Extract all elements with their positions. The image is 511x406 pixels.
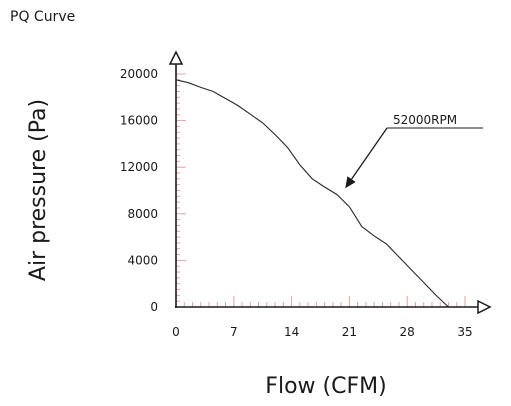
y-tick-label: 8000 — [127, 207, 158, 221]
annotation-layer: 52000RPM — [345, 113, 483, 189]
y-tick-label: 0 — [150, 300, 158, 314]
annotation-arrow-line — [351, 127, 388, 180]
y-tick-label: 20000 — [120, 67, 158, 81]
y-tick-label: 4000 — [127, 253, 158, 267]
x-tick-label: 7 — [230, 325, 238, 339]
x-axis-arrow-icon — [477, 299, 492, 315]
series-line — [175, 79, 449, 308]
minor-tick-marks — [176, 73, 466, 307]
x-axis-label: Flow (CFM) — [265, 374, 386, 399]
x-tick-label: 35 — [457, 325, 472, 339]
x-tick-label: 0 — [172, 325, 180, 339]
y-tick-label: 12000 — [120, 160, 158, 174]
annotation-arrowhead-icon — [345, 176, 356, 189]
series-layer — [175, 79, 449, 308]
y-axis-arrow-icon — [168, 50, 184, 65]
x-tick-label: 14 — [284, 325, 299, 339]
x-tick-labels: 0 7 14 21 28 35 — [172, 325, 472, 339]
y-axis-label: Air pressure (Pa) — [26, 99, 51, 281]
chart-title: PQ Curve — [10, 9, 75, 25]
annotation-label: 52000RPM — [393, 113, 457, 127]
axes — [168, 50, 492, 315]
y-tick-label: 16000 — [120, 114, 158, 128]
y-tick-labels: 0 4000 8000 12000 16000 20000 — [120, 67, 158, 314]
x-tick-label: 28 — [400, 325, 415, 339]
x-tick-label: 21 — [342, 325, 357, 339]
